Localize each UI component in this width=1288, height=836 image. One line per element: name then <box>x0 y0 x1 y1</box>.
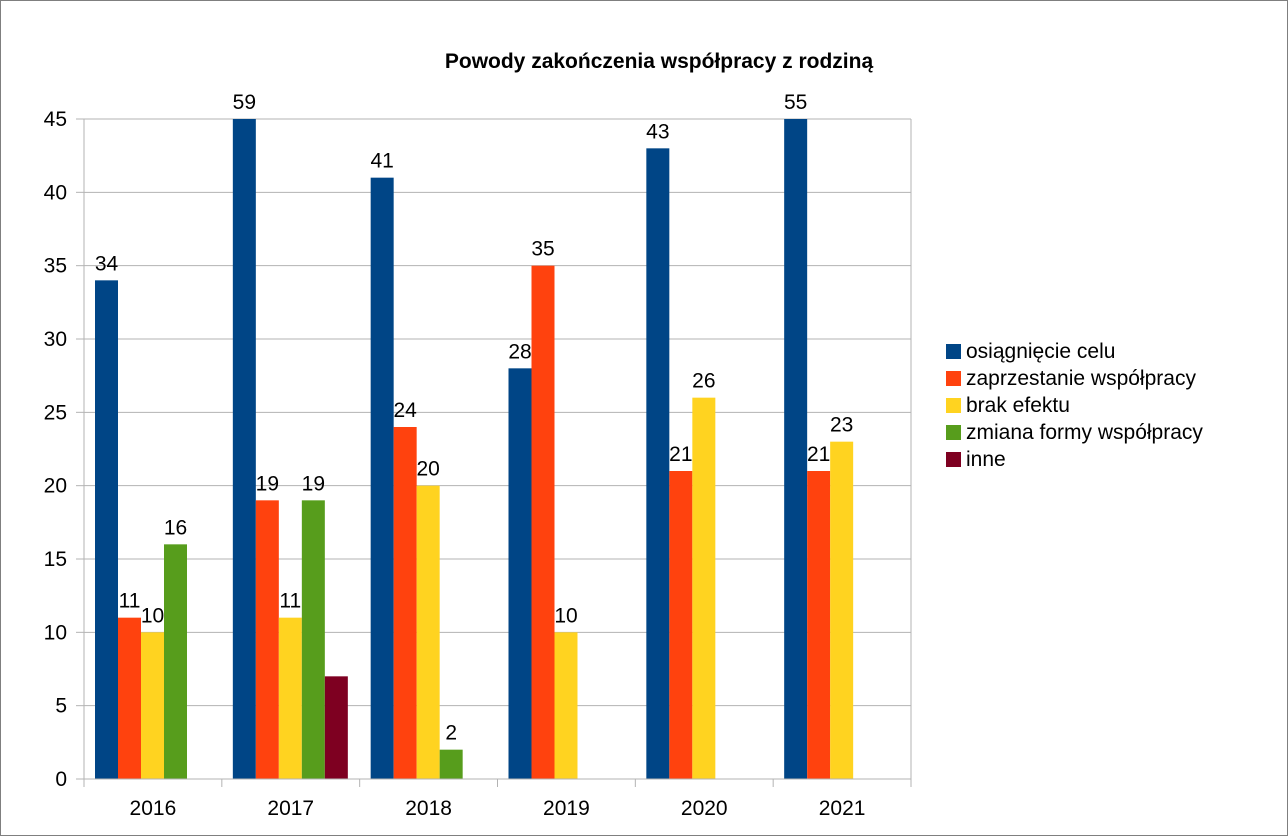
y-tick-label: 0 <box>55 768 67 791</box>
x-tick-label: 2021 <box>819 797 866 820</box>
data-label: 21 <box>669 443 692 466</box>
chart-title: Powody zakończenia współpracy z rodziną <box>445 50 874 73</box>
bar <box>324 676 348 779</box>
y-tick-label: 35 <box>44 255 67 278</box>
data-label: 19 <box>302 472 325 495</box>
y-tick-label: 45 <box>44 108 67 131</box>
x-tick-label: 2017 <box>267 797 314 820</box>
bar <box>255 500 279 779</box>
bar <box>439 749 463 779</box>
bar <box>531 265 555 780</box>
bar <box>393 427 417 779</box>
legend-label: brak efektu <box>966 393 1070 417</box>
x-tick-label: 2020 <box>681 797 728 820</box>
bar <box>416 485 440 779</box>
x-tick-label: 2016 <box>130 797 177 820</box>
legend-swatch <box>946 425 961 440</box>
data-label: 16 <box>164 516 187 539</box>
bar <box>508 368 532 779</box>
legend-swatch <box>946 371 961 386</box>
y-tick-label: 25 <box>44 401 67 424</box>
bar <box>278 617 302 779</box>
data-label: 10 <box>554 604 577 627</box>
bar <box>646 148 670 780</box>
bar <box>692 397 716 779</box>
legend-label: zmiana formy współpracy <box>966 420 1203 444</box>
legend: osiągnięcie celu zaprzestanie współpracy… <box>946 338 1203 473</box>
data-label: 19 <box>256 472 279 495</box>
x-tick-label: 2019 <box>543 797 590 820</box>
legend-label: zaprzestanie współpracy <box>966 366 1196 390</box>
legend-swatch <box>946 452 961 467</box>
bar <box>370 177 394 779</box>
legend-label: osiągnięcie celu <box>966 339 1116 363</box>
data-label: 43 <box>646 120 669 143</box>
data-label: 41 <box>370 150 393 173</box>
data-label: 26 <box>692 370 715 393</box>
bar <box>95 280 118 779</box>
bar <box>830 441 854 779</box>
bar <box>554 632 578 779</box>
y-tick-label: 20 <box>44 475 67 498</box>
legend-item: zaprzestanie współpracy <box>946 365 1203 392</box>
data-label: 24 <box>393 399 417 422</box>
data-label: 21 <box>807 443 830 466</box>
y-tick-label: 15 <box>44 548 67 571</box>
bars <box>95 119 854 780</box>
data-label: 11 <box>279 590 301 613</box>
data-label: 55 <box>784 91 807 114</box>
legend-item: brak efektu <box>946 392 1203 419</box>
legend-item: osiągnięcie celu <box>946 338 1203 365</box>
bar <box>807 471 831 779</box>
y-tick-label: 5 <box>55 695 67 718</box>
bar <box>669 471 693 779</box>
data-label: 20 <box>416 458 439 481</box>
data-label: 28 <box>508 340 531 363</box>
legend-item: inne <box>946 446 1203 473</box>
bar <box>141 632 164 779</box>
legend-swatch <box>946 398 961 413</box>
data-label: 35 <box>531 238 554 261</box>
data-label: 34 <box>95 252 119 275</box>
data-label: 59 <box>233 91 256 114</box>
bar <box>301 500 325 779</box>
legend-swatch <box>946 344 961 359</box>
y-tick-label: 10 <box>44 621 67 644</box>
bar <box>164 544 187 779</box>
data-label: 2 <box>445 722 457 745</box>
y-tick-label: 30 <box>44 328 67 351</box>
bar <box>232 119 256 779</box>
data-label: 11 <box>119 590 141 613</box>
bar <box>118 617 141 779</box>
y-tick-label: 40 <box>44 181 67 204</box>
legend-label: inne <box>966 447 1006 471</box>
data-label: 23 <box>830 414 853 437</box>
bar <box>784 119 808 779</box>
x-tick-label: 2018 <box>405 797 452 820</box>
data-label: 10 <box>141 604 164 627</box>
legend-item: zmiana formy współpracy <box>946 419 1203 446</box>
